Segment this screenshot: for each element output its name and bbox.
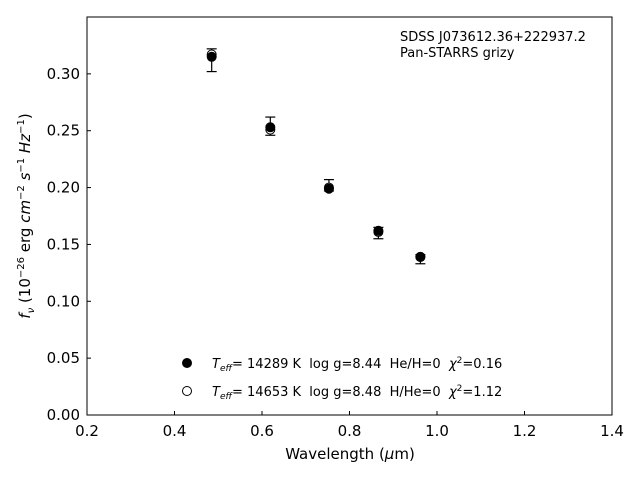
x-tick-label: 1.0: [425, 422, 449, 440]
x-tick-label: 1.4: [600, 422, 624, 440]
point-filled: [323, 183, 334, 194]
x-tick-label: 0.6: [250, 422, 274, 440]
y-tick-label: 0.30: [47, 65, 80, 83]
legend-entry-1: Teff= 14289 K log g=8.44 He/H=0 χ2=0.16: [212, 356, 502, 374]
legend-entry-2: Teff= 14653 K log g=8.48 H/He=0 χ2=1.12: [212, 384, 502, 402]
y-tick-label: 0.15: [47, 235, 80, 253]
point-filled: [265, 122, 276, 133]
y-tick-label: 0.05: [47, 349, 80, 367]
point-filled: [415, 251, 426, 262]
y-tick-label: 0.00: [47, 406, 80, 424]
y-tick-label: 0.10: [47, 292, 80, 310]
y-tick-label: 0.25: [47, 122, 80, 140]
axis-ticks: 0.2 0.4 0.6 0.8 1.0 1.2 1.4 0.00 0.05 0.10 0.15 0.2…: [47, 65, 624, 440]
x-tick-label: 0.4: [163, 422, 187, 440]
x-tick-label: 0.2: [75, 422, 99, 440]
y-axis-label: fν (10−26 erg cm−2 s−1 Hz−1): [16, 113, 37, 318]
plot-marks: [206, 48, 426, 265]
plot-frame: [86, 16, 613, 416]
point-filled: [206, 51, 217, 62]
legend-marker-open: [182, 386, 192, 396]
point-filled: [373, 225, 384, 236]
legend: Teff= 14289 K log g=8.44 He/H=0 χ2=0.16 …: [182, 356, 502, 402]
legend-marker-filled: [182, 358, 192, 368]
x-axis-label: Wavelength (μm): [285, 445, 415, 463]
y-tick-label: 0.20: [47, 179, 80, 197]
x-tick-label: 0.8: [338, 422, 362, 440]
annotation-target: SDSS J073612.36+222937.2: [400, 30, 586, 45]
annotation-survey: Pan-STARRS grizy: [400, 46, 515, 61]
x-tick-label: 1.2: [513, 422, 537, 440]
